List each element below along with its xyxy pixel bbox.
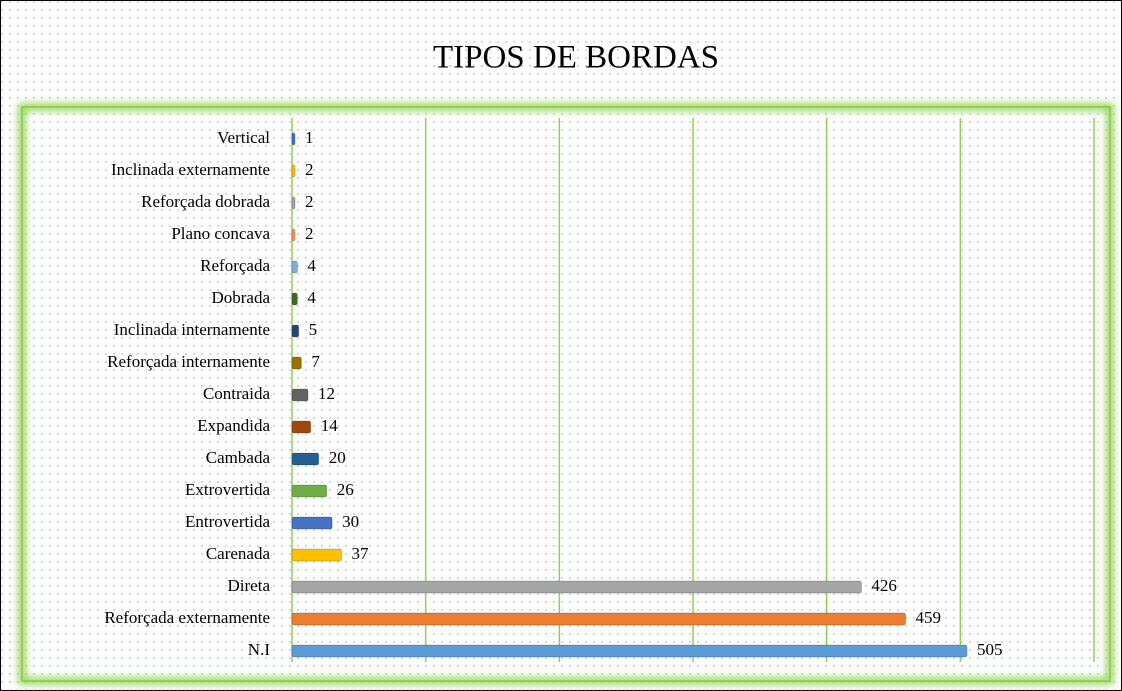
bar: [291, 292, 298, 306]
bar: [291, 484, 328, 498]
y-tick-label: Reforçada: [200, 256, 270, 275]
y-tick-label: Carenada: [206, 544, 271, 563]
data-label: 459: [916, 608, 942, 627]
y-tick-label: Reforçada dobrada: [141, 192, 270, 211]
y-tick-label: Cambada: [206, 448, 271, 467]
data-label: 4: [307, 288, 316, 307]
data-label: 7: [311, 352, 320, 371]
data-label: 26: [337, 480, 354, 499]
plot-border: [21, 106, 1111, 682]
y-tick-label: Contraida: [203, 384, 270, 403]
data-label: 12: [318, 384, 335, 403]
bar: [291, 132, 296, 146]
bar: [291, 644, 968, 658]
y-tick-label: Expandida: [197, 416, 270, 435]
bar: [291, 356, 302, 370]
data-label: 1: [305, 128, 314, 147]
bar: [291, 196, 296, 210]
data-label: 426: [871, 576, 897, 595]
data-label: 4: [307, 256, 316, 275]
y-tick-label: Reforçada externamente: [104, 608, 270, 627]
bar: [291, 548, 342, 562]
y-tick-label: Direta: [228, 576, 271, 595]
y-tick-label: N.I: [248, 640, 271, 659]
bar: [291, 388, 309, 402]
bar: [291, 420, 312, 434]
data-label: 14: [321, 416, 339, 435]
bar: [291, 260, 298, 274]
y-tick-label: Inclinada externamente: [111, 160, 270, 179]
data-label: 37: [351, 544, 369, 563]
bar: [291, 516, 333, 530]
data-label: 20: [329, 448, 346, 467]
data-label: 5: [309, 320, 318, 339]
y-tick-label: Inclinada internamente: [114, 320, 270, 339]
y-tick-label: Dobrada: [211, 288, 270, 307]
data-label: 30: [342, 512, 359, 531]
data-label: 2: [305, 224, 314, 243]
chart-title: TIPOS DE BORDAS: [433, 40, 719, 76]
bar: [291, 324, 300, 338]
y-tick-label: Reforçada internamente: [107, 352, 270, 371]
data-label: 2: [305, 192, 314, 211]
y-tick-label: Entrovertida: [185, 512, 270, 531]
y-tick-label: Vertical: [217, 128, 270, 147]
bar: [291, 228, 296, 242]
bar: [291, 452, 320, 466]
bar: [291, 612, 906, 626]
data-label: 505: [977, 640, 1003, 659]
y-tick-label: Plano concava: [171, 224, 270, 243]
data-label: 2: [305, 160, 314, 179]
bar: [291, 164, 296, 178]
y-tick-label: Extrovertida: [185, 480, 270, 499]
bar: [291, 580, 862, 594]
